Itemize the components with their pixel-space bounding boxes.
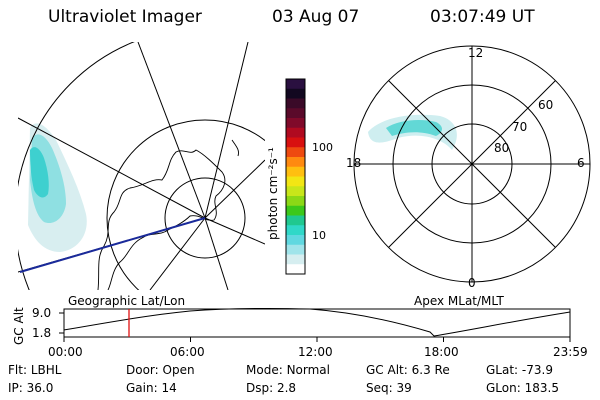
colorbar-step	[286, 264, 305, 275]
mlat-label-80: 80	[494, 141, 510, 155]
alt-plot-ylabel: GC Alt	[12, 307, 26, 345]
color-bar	[286, 79, 305, 275]
mlt-label-18: 18	[346, 156, 362, 170]
colorbar-step	[286, 118, 305, 129]
colorbar-step	[286, 79, 305, 90]
mlt-label-0: 0	[468, 276, 476, 290]
colorbar-unit: photon cm⁻²s⁻¹	[266, 147, 280, 240]
status-door: Door: Open	[126, 363, 195, 377]
colorbar-tick-100: 100	[312, 141, 333, 154]
alt-ytick-max: 9.0	[32, 306, 52, 320]
status-gc-alt: GC Alt: 6.3 Re	[366, 363, 450, 377]
colorbar-step	[286, 254, 305, 265]
imager-title: Ultraviolet Imager	[48, 7, 202, 27]
colorbar-step	[286, 176, 305, 187]
mlat-label-60: 60	[538, 98, 554, 112]
geographic-panel	[18, 42, 265, 290]
colorbar-step	[286, 147, 305, 158]
colorbar-step	[286, 244, 305, 255]
status-glon: GLon: 183.5	[486, 381, 559, 395]
colorbar-step	[286, 98, 305, 109]
colorbar-step	[286, 88, 305, 99]
colorbar-step	[286, 225, 305, 236]
mlt-label-12: 12	[468, 46, 484, 60]
status-gain: Gain: 14	[126, 381, 177, 395]
date-label: 03 Aug 07	[272, 7, 360, 27]
time-label: 03:07:49 UT	[430, 7, 535, 27]
polar-panel	[353, 45, 591, 283]
alt-xtick-3: 18:00	[424, 345, 459, 359]
colorbar-step	[286, 235, 305, 246]
colorbar-step	[286, 157, 305, 168]
status-seq: Seq: 39	[366, 381, 412, 395]
status-dsp: Dsp: 2.8	[246, 381, 297, 395]
colorbar-step	[286, 137, 305, 148]
aurora-emission	[28, 123, 87, 252]
colorbar-step	[286, 205, 305, 216]
alt-ytick-min: 1.8	[32, 326, 52, 340]
status-flt: Flt: LBHL	[8, 363, 62, 377]
mlt-label-6: 6	[577, 156, 585, 170]
colorbar-step	[286, 166, 305, 177]
altitude-plot	[59, 307, 571, 342]
status-ip: IP: 36.0	[8, 381, 54, 395]
geographic-panel-label: Geographic Lat/Lon	[68, 294, 186, 308]
satellite-track	[19, 217, 206, 273]
colorbar-step	[286, 215, 305, 226]
alt-xtick-0: 00:00	[48, 345, 83, 359]
status-glat: GLat: -73.9	[486, 363, 553, 377]
colorbar-tick-10: 10	[312, 229, 326, 242]
polar-panel-label: Apex MLat/MLT	[414, 294, 504, 308]
colorbar-step	[286, 196, 305, 207]
colorbar-step	[286, 127, 305, 138]
altitude-curve	[63, 307, 571, 337]
alt-xtick-2: 12:00	[298, 345, 333, 359]
alt-xtick-1: 06:00	[170, 345, 205, 359]
colorbar-step	[286, 186, 305, 197]
alt-xtick-4: 23:59	[553, 345, 588, 359]
mlat-label-70: 70	[512, 120, 528, 134]
colorbar-step	[286, 108, 305, 119]
status-mode: Mode: Normal	[246, 363, 330, 377]
